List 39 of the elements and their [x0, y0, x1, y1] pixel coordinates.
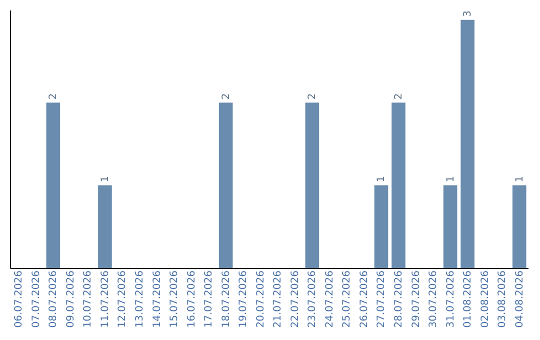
x-tick-label: 17.07.2026	[204, 270, 215, 328]
x-tick-label: 02.08.2026	[480, 270, 491, 328]
x-tick-label: 28.07.2026	[394, 270, 404, 328]
x-tick-label: 23.07.2026	[307, 270, 318, 328]
x-tick-label: 04.08.2026	[514, 270, 526, 328]
x-tick-label: 27.07.2026	[376, 270, 388, 328]
x-tick-label: 10.07.2026	[82, 270, 94, 328]
x-tick-label: 14.07.2026	[152, 270, 163, 328]
x-tick-label: 20.07.2026	[255, 270, 266, 328]
x-tick-label: 13.07.2026	[134, 270, 146, 328]
x-tick-label: 25.07.2026	[342, 270, 353, 328]
x-tick-label: 16.07.2026	[186, 270, 198, 328]
x-tick-label: 09.07.2026	[65, 270, 76, 328]
x-tick-label: 31.07.2026	[445, 270, 456, 328]
x-tick-label: 03.08.2026	[497, 270, 508, 328]
x-tick-label: 22.07.2026	[290, 270, 301, 328]
x-tick-label: 24.07.2026	[324, 270, 336, 328]
data-label: 1	[100, 176, 111, 182]
x-tick-label: 08.07.2026	[48, 270, 60, 328]
x-tick-label: 30.07.2026	[428, 270, 440, 328]
x-tick-label: 15.07.2026	[169, 270, 180, 328]
data-label: 1	[514, 176, 526, 182]
x-tick-label: 29.07.2026	[410, 270, 422, 328]
x-tick-label: 18.07.2026	[220, 270, 232, 328]
data-label: 1	[445, 176, 456, 182]
data-label: 2	[48, 93, 60, 100]
x-tick-label: 07.07.2026	[30, 270, 42, 328]
x-tick-label: 06.07.2026	[14, 270, 25, 328]
x-tick-label: 26.07.2026	[358, 270, 370, 328]
data-label: 2	[394, 93, 404, 100]
x-tick-label: 11.07.2026	[100, 270, 111, 328]
x-tick-label: 12.07.2026	[117, 270, 128, 328]
data-label: 1	[376, 176, 388, 182]
x-tick-label: 21.07.2026	[272, 270, 284, 328]
x-tick-label: 19.07.2026	[238, 270, 250, 328]
x-tick-label: 01.08.2026	[462, 270, 474, 328]
data-label: 2	[307, 93, 318, 100]
data-label: 3	[462, 10, 474, 17]
data-label: 2	[220, 93, 232, 100]
